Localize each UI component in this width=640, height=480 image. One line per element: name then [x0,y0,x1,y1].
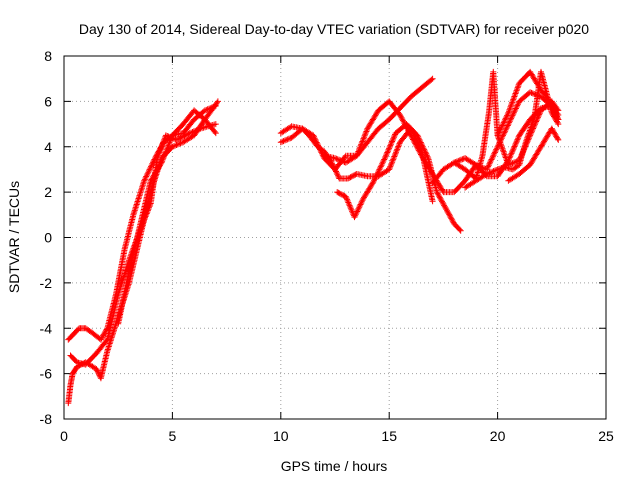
series-track-4 [115,107,219,327]
point-marks [494,68,562,139]
series-track-13 [505,125,562,184]
x-axis-label: GPS time / hours [281,458,388,474]
y-tick-label: -6 [40,366,53,382]
y-tick-label: 6 [44,93,52,109]
y-tick-label: 8 [44,48,52,64]
grid-lines [64,56,606,419]
y-tick-label: 2 [44,184,52,200]
y-tick-label: -4 [40,320,53,336]
x-tick-label: 15 [381,428,397,444]
axis-ticks: 0 5 10 15 20 25 -8 -6 -4 -2 0 2 4 6 8 [40,48,614,444]
y-tick-label: 0 [44,230,52,246]
y-tick-label: 4 [44,139,52,155]
point-marks [505,125,562,184]
y-tick-label: -2 [40,275,53,291]
point-marks [65,102,219,343]
x-tick-label: 5 [169,428,177,444]
y-axis-label: SDTVAR / TECUs [6,181,22,293]
point-marks [334,121,464,234]
x-tick-label: 25 [598,428,614,444]
data-points [65,68,562,407]
x-tick-label: 10 [273,428,289,444]
series-track-6 [277,125,436,205]
chart-title: Day 130 of 2014, Sidereal Day-to-day VTE… [79,21,589,37]
x-tick-label: 0 [60,428,68,444]
point-marks [277,125,436,205]
y-tick-label: -8 [40,411,53,427]
series-track-12 [494,68,562,139]
x-tick-label: 20 [490,428,506,444]
point-marks [115,107,219,327]
series-track-2 [65,102,219,343]
series-track-7 [334,121,464,234]
